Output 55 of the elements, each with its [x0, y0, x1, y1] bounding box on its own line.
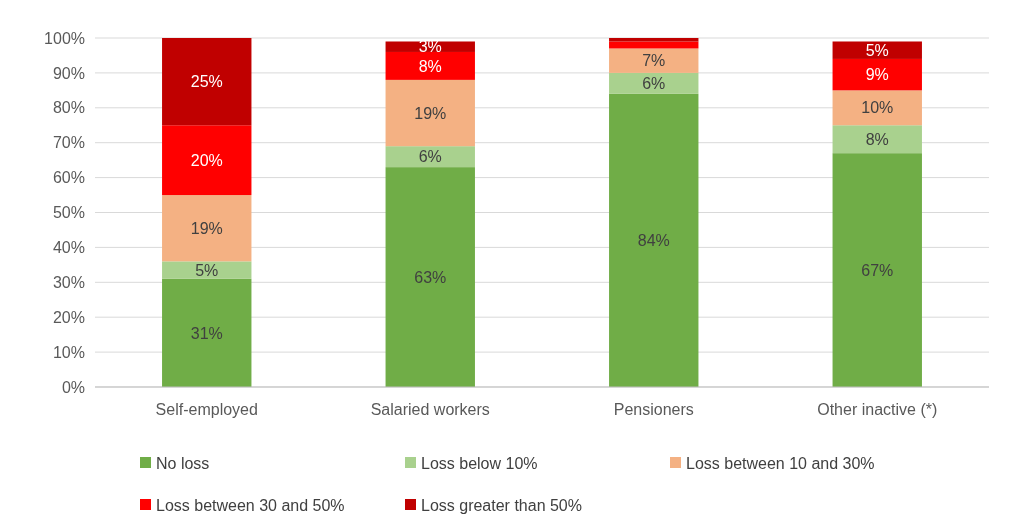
bar — [832, 125, 922, 154]
y-tick-label: 20% — [52, 308, 85, 326]
bar — [609, 93, 699, 387]
bar — [385, 167, 475, 387]
bar — [385, 146, 475, 168]
data-label: 7% — [642, 52, 666, 70]
legend-label: Loss between 10 and 30% — [686, 454, 875, 472]
legend-label: Loss between 30 and 50% — [156, 496, 345, 514]
bar — [609, 72, 699, 94]
data-label: 10% — [861, 99, 894, 117]
data-label: 31% — [190, 324, 223, 342]
y-tick-label: 60% — [52, 169, 85, 187]
bar — [385, 79, 475, 147]
x-tick-label: Other inactive (*) — [817, 401, 938, 418]
data-label: 67% — [861, 261, 894, 279]
bar — [832, 90, 922, 126]
y-tick-label: 100% — [44, 29, 85, 47]
data-label: 8% — [865, 130, 889, 148]
y-tick-label: 0% — [61, 378, 85, 396]
bar — [832, 58, 922, 91]
y-tick-label: 10% — [52, 343, 85, 361]
data-label: 84% — [637, 232, 670, 250]
data-label: 19% — [190, 219, 223, 237]
data-label: 9% — [865, 66, 889, 84]
y-tick-label: 50% — [52, 204, 85, 222]
x-tick-label: Salaried workers — [370, 401, 490, 418]
bar — [832, 41, 922, 59]
data-label: 8% — [418, 57, 442, 75]
data-label: 19% — [414, 104, 447, 122]
data-label: 20% — [190, 151, 223, 169]
bar — [162, 125, 252, 196]
data-label: 6% — [418, 148, 442, 166]
x-tick-label: Self-employed — [155, 401, 258, 418]
bar — [162, 195, 252, 262]
y-tick-label: 90% — [52, 64, 85, 82]
data-label: 5% — [865, 41, 889, 59]
bar — [609, 48, 699, 73]
y-tick-label: 30% — [52, 273, 85, 291]
y-tick-label: 70% — [52, 134, 85, 152]
y-tick-label: 40% — [52, 239, 85, 256]
y-tick-label: 80% — [52, 99, 85, 117]
data-label: 6% — [642, 74, 666, 92]
bar — [609, 41, 699, 49]
bar — [162, 38, 252, 126]
bar — [385, 51, 475, 80]
legend-label: No loss — [156, 454, 210, 472]
x-tick-label: Pensioners — [613, 401, 694, 418]
bar — [162, 278, 252, 387]
bar — [162, 261, 252, 279]
data-label: 5% — [195, 261, 219, 279]
data-label: 25% — [190, 73, 223, 91]
data-label: 63% — [414, 268, 447, 286]
bar — [832, 153, 922, 387]
legend-label: Loss greater than 50% — [421, 496, 582, 514]
legend-label: Loss below 10% — [421, 454, 538, 472]
